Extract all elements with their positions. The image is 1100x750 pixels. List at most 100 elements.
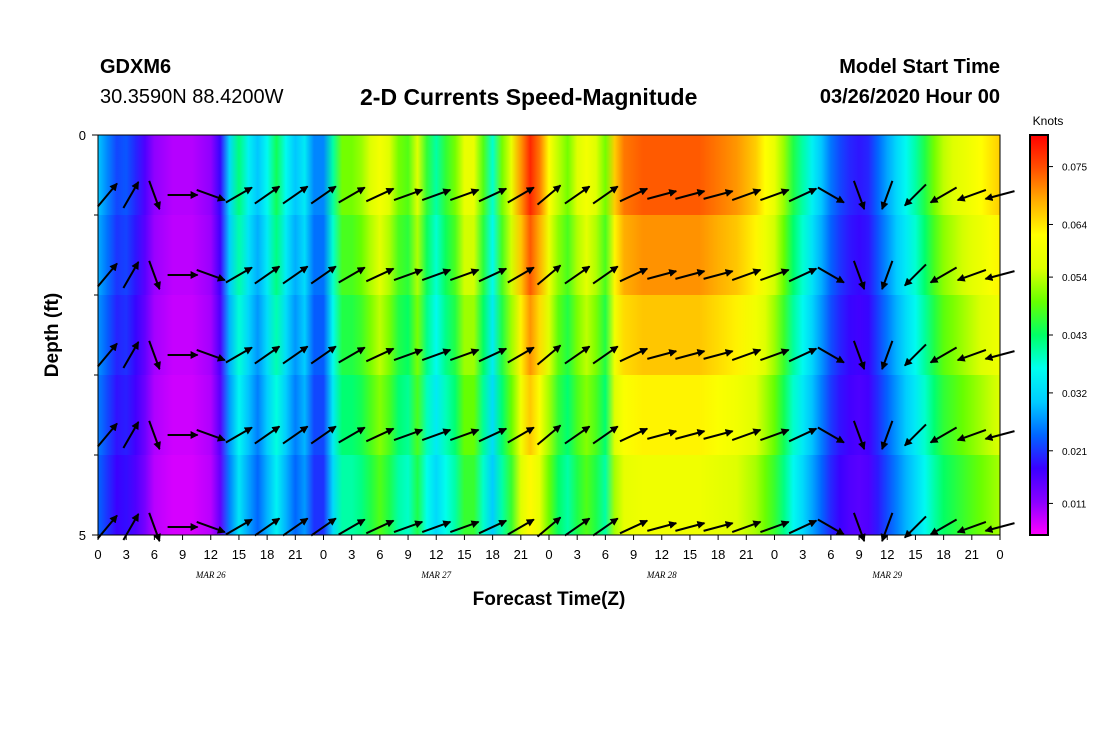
- x-tick-label: 18: [485, 547, 499, 562]
- current-vector: [254, 517, 281, 537]
- current-vector: [619, 427, 649, 443]
- colorbar-scale: [1029, 134, 1049, 536]
- current-vector: [254, 345, 281, 365]
- current-vector: [731, 520, 762, 534]
- current-vector: [647, 521, 678, 532]
- current-vector: [929, 426, 958, 444]
- current-vector: [122, 261, 140, 289]
- y-axis-title: Depth (ft): [42, 293, 63, 377]
- current-vector: [338, 346, 366, 364]
- current-vector: [196, 520, 226, 534]
- current-vector: [788, 519, 818, 535]
- current-vector: [225, 186, 253, 204]
- current-vector: [196, 268, 226, 282]
- x-tick-label: 6: [151, 547, 158, 562]
- current-vector: [703, 349, 734, 360]
- current-vector: [647, 429, 678, 440]
- current-vector: [929, 186, 958, 204]
- current-vector: [97, 182, 118, 208]
- current-vector: [421, 348, 452, 362]
- current-vector: [225, 518, 253, 536]
- current-vector: [675, 349, 706, 360]
- current-vector: [449, 520, 480, 534]
- model-start-value: 03/26/2020 Hour 00: [819, 86, 1000, 108]
- current-vector: [647, 189, 678, 200]
- x-tick-label: 18: [936, 547, 950, 562]
- current-vector: [564, 265, 591, 285]
- current-vector: [880, 512, 894, 543]
- current-vector: [880, 340, 894, 371]
- current-vector: [904, 263, 927, 287]
- x-tick-label: 3: [123, 547, 130, 562]
- x-tick-label: 12: [880, 547, 894, 562]
- current-vector: [619, 267, 649, 283]
- day-label: MAR 27: [420, 570, 451, 580]
- current-vector: [254, 185, 281, 205]
- colorbar-tick-label: 0.032: [1062, 389, 1087, 400]
- current-vector: [148, 180, 161, 211]
- current-vector: [852, 420, 866, 451]
- current-vector: [564, 185, 591, 205]
- x-tick-label: 15: [908, 547, 922, 562]
- current-vector: [282, 185, 309, 205]
- current-vector: [393, 188, 424, 202]
- current-vector: [536, 264, 562, 286]
- current-vector: [564, 425, 591, 445]
- current-vector: [196, 428, 226, 442]
- x-tick-label: 18: [260, 547, 274, 562]
- colorbar-tick-label: 0.043: [1062, 331, 1087, 342]
- day-label: MAR 28: [646, 570, 677, 580]
- current-vector: [282, 517, 309, 537]
- current-vector: [592, 517, 619, 537]
- x-tick-label: 21: [965, 547, 979, 562]
- current-vector: [225, 426, 253, 444]
- current-vector: [760, 188, 790, 202]
- current-vector: [507, 266, 535, 284]
- x-tick-label: 0: [996, 547, 1003, 562]
- colorbar: 0.075 0.064 0.054 0.043 0.032 0.021 0.011: [1029, 134, 1087, 536]
- current-vector: [564, 345, 591, 365]
- current-vector: [449, 188, 480, 202]
- current-vector: [760, 268, 790, 282]
- current-vector: [507, 426, 535, 444]
- current-vector: [225, 266, 253, 284]
- current-vector: [365, 519, 395, 535]
- current-vector: [365, 347, 395, 363]
- current-vector: [592, 265, 619, 285]
- current-vector: [880, 420, 894, 451]
- x-tick-label: 21: [739, 547, 753, 562]
- x-tick-label: 6: [376, 547, 383, 562]
- current-vector: [956, 268, 987, 282]
- current-vector: [703, 521, 734, 532]
- current-vector: [619, 187, 649, 203]
- depth-band-2: [98, 215, 1000, 296]
- y-tick-label: 0: [79, 128, 86, 143]
- current-vector: [478, 427, 508, 443]
- current-vector: [449, 268, 480, 282]
- current-vector: [788, 427, 818, 443]
- station-coordinates: 30.3590N 88.4200W: [100, 86, 284, 108]
- x-axis-title: Forecast Time(Z): [473, 589, 626, 610]
- current-vector: [478, 187, 508, 203]
- current-vector: [731, 428, 762, 442]
- current-vector: [760, 348, 790, 362]
- current-vector: [675, 521, 706, 532]
- speed-heatmap: [98, 135, 1000, 536]
- x-tick-label: 15: [683, 547, 697, 562]
- current-vector: [703, 429, 734, 440]
- current-vector: [817, 518, 845, 536]
- current-vector: [282, 265, 309, 285]
- x-tick-label: 21: [514, 547, 528, 562]
- current-vector: [97, 342, 118, 368]
- current-vector: [478, 519, 508, 535]
- current-vector: [956, 428, 987, 442]
- current-vector: [196, 348, 226, 362]
- current-vector: [310, 345, 337, 365]
- current-vector: [760, 428, 790, 442]
- current-vector: [421, 268, 452, 282]
- x-tick-label: 3: [574, 547, 581, 562]
- current-vector: [904, 515, 927, 539]
- current-vector: [393, 348, 424, 362]
- colorbar-tick-label: 0.054: [1062, 273, 1087, 284]
- current-vector: [703, 189, 734, 200]
